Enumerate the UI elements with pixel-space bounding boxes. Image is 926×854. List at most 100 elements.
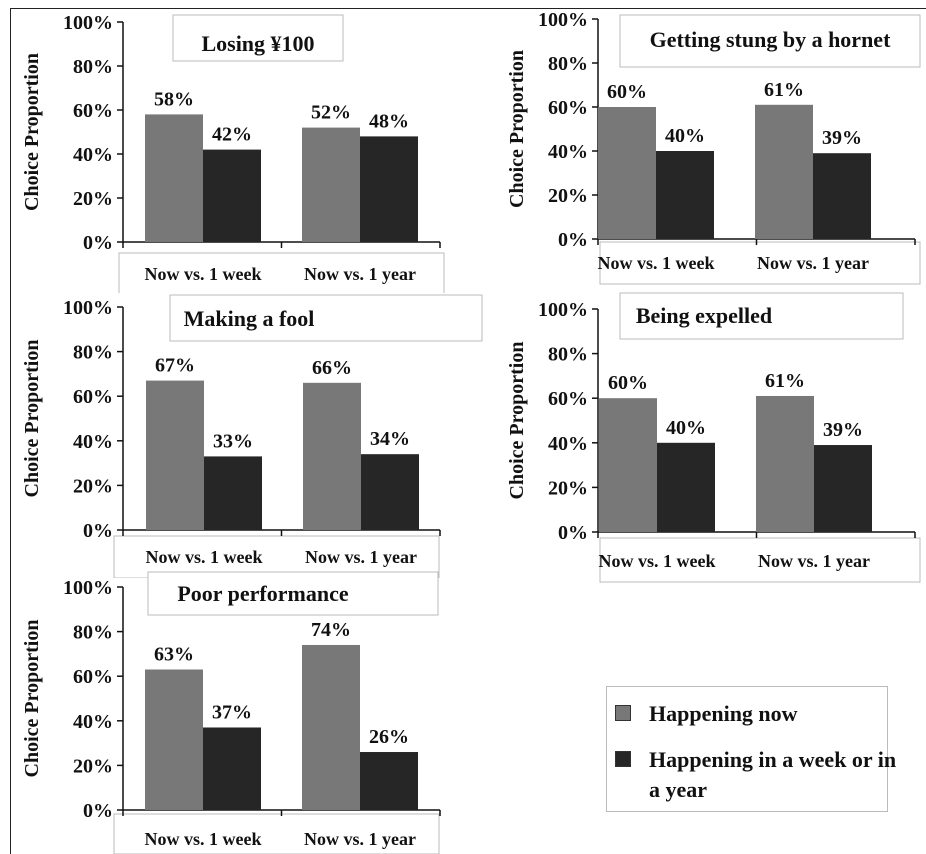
legend-item-now: Happening now [615, 699, 899, 729]
y-tick-label: 60% [548, 97, 588, 119]
y-tick-label: 100% [63, 297, 113, 319]
y-tick-label: 80% [548, 344, 588, 366]
data-label: 74% [311, 619, 351, 641]
y-axis-label: Choice Proportion [506, 342, 528, 500]
legend: Happening now Happening in a week or in … [606, 686, 896, 812]
bar-now-0 [146, 380, 204, 530]
data-label: 40% [666, 417, 706, 439]
y-axis-label: Choice Proportion [506, 50, 528, 208]
data-label: 52% [311, 102, 351, 124]
chart-title: Making a fool [184, 306, 315, 331]
x-category-label: Now vs. 1 year [304, 264, 416, 284]
y-tick-label: 0% [83, 232, 113, 254]
y-tick-label: 0% [558, 229, 588, 251]
bar-later-0 [203, 727, 261, 810]
data-label: 63% [154, 644, 194, 666]
data-label: 39% [823, 419, 863, 441]
category-box [113, 535, 440, 578]
y-tick-label: 80% [73, 56, 113, 78]
legend-label-now: Happening now [649, 701, 798, 726]
y-tick-label: 80% [548, 53, 588, 75]
bar-later-0 [204, 456, 262, 530]
chart-making-a-fool: Making a fool 0% 20% 40% 60% 80% 100% Choice Pr… [21, 294, 483, 578]
bar-later-1 [360, 752, 418, 810]
chart-getting-stung: Getting stung by a hornet 0% 20% 40% 60% 80% 1… [506, 9, 921, 285]
category-box [599, 537, 921, 583]
data-label: 37% [212, 701, 252, 723]
y-tick-label: 40% [73, 144, 113, 166]
legend-label-later: Happening in a week or in a year [649, 747, 897, 802]
bar-now-1 [302, 644, 360, 810]
x-category-label: Now vs. 1 year [305, 547, 417, 567]
legend-swatch-later [615, 751, 631, 767]
chart-losing-100: Losing ¥100 0% 20% 40% 60% 80% 100% Choice Prop… [21, 12, 445, 293]
bar-later-1 [813, 153, 871, 239]
bar-later-1 [361, 454, 419, 530]
chart-poor-performance: Poor performance 0% 20% 40% 60% 80% 100% Choice… [21, 571, 441, 854]
chart-title: Being expelled [636, 303, 772, 328]
x-category-label: Now vs. 1 week [145, 264, 262, 284]
chart-title: Getting stung by a hornet [650, 27, 891, 52]
y-tick-label: 60% [73, 100, 113, 122]
y-tick-label: 0% [83, 800, 113, 822]
bar-later-0 [203, 149, 261, 242]
y-tick-label: 100% [63, 577, 113, 599]
data-label: 67% [155, 355, 195, 377]
bar-now-1 [303, 382, 361, 530]
category-box [599, 241, 921, 285]
data-label: 34% [370, 428, 410, 450]
figure-border-top [10, 8, 926, 9]
legend-item-later: Happening in a week or in a year [615, 745, 899, 805]
bar-now-1 [756, 395, 814, 532]
y-tick-label: 20% [548, 185, 588, 207]
x-category-label: Now vs. 1 week [599, 551, 716, 571]
bar-now-1 [755, 104, 813, 239]
y-tick-label: 40% [548, 141, 588, 163]
y-tick-label: 40% [73, 711, 113, 733]
bar-now-0 [598, 107, 656, 239]
y-tick-label: 80% [73, 622, 113, 644]
y-tick-label: 80% [73, 342, 113, 364]
y-tick-label: 100% [63, 12, 113, 34]
chart-title: Poor performance [177, 581, 348, 606]
data-label: 58% [154, 88, 194, 110]
y-tick-label: 100% [538, 299, 588, 321]
title-box [619, 14, 921, 68]
title-box [619, 292, 904, 340]
category-box [118, 252, 445, 293]
x-category-label: Now vs. 1 year [757, 253, 869, 273]
y-tick-label: 20% [73, 475, 113, 497]
bar-now-0 [145, 669, 203, 810]
title-box [172, 14, 344, 62]
data-label: 61% [765, 370, 805, 392]
bar-now-0 [599, 398, 657, 532]
x-category-label: Now vs. 1 year [304, 829, 416, 849]
y-axis-label: Choice Proportion [21, 340, 43, 498]
x-category-label: Now vs. 1 week [145, 829, 262, 849]
data-label: 61% [764, 79, 804, 101]
bar-now-0 [145, 114, 203, 242]
y-tick-label: 60% [73, 386, 113, 408]
y-tick-label: 20% [73, 755, 113, 777]
figure-border-left [10, 8, 11, 854]
y-tick-label: 0% [83, 520, 113, 542]
data-label: 48% [369, 110, 409, 132]
data-label: 26% [369, 726, 409, 748]
bar-later-1 [360, 136, 418, 242]
y-axis-label: Choice Proportion [21, 53, 43, 211]
bar-later-0 [656, 151, 714, 239]
y-tick-label: 100% [538, 9, 588, 31]
data-label: 33% [213, 430, 253, 452]
y-tick-label: 40% [548, 433, 588, 455]
bar-later-0 [657, 442, 715, 532]
x-category-label: Now vs. 1 week [146, 547, 263, 567]
data-label: 39% [822, 127, 862, 149]
data-label: 42% [212, 124, 252, 146]
y-tick-label: 0% [558, 522, 588, 544]
y-tick-label: 60% [548, 388, 588, 410]
chart-being-expelled: Being expelled 0% 20% 40% 60% 80% 100% Choice P… [506, 292, 921, 583]
category-box [113, 813, 440, 854]
data-label: 66% [312, 357, 352, 379]
y-tick-label: 20% [548, 477, 588, 499]
